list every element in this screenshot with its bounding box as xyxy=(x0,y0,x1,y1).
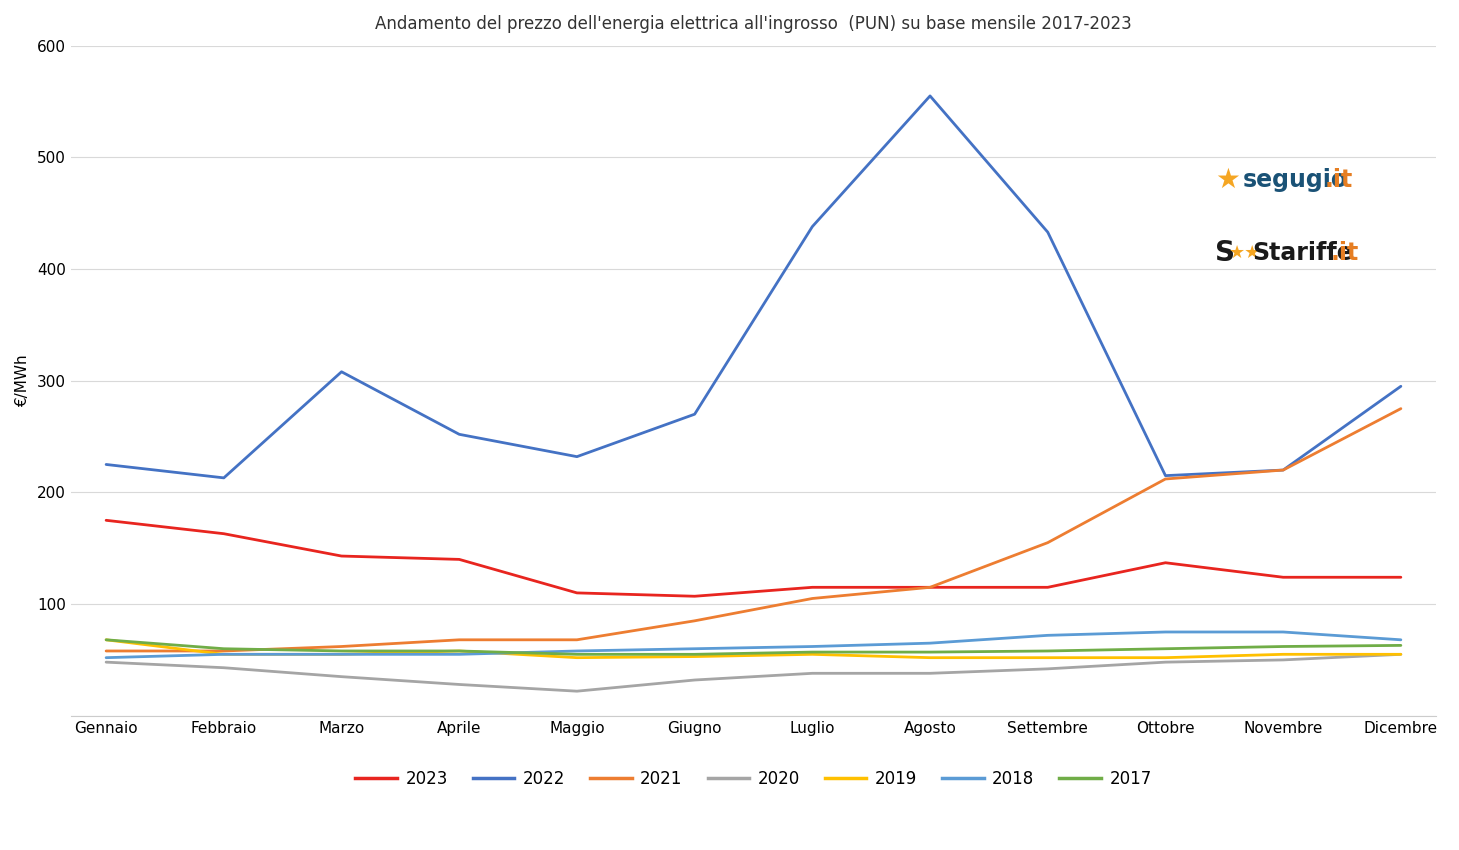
Text: Stariffe: Stariffe xyxy=(1252,241,1352,265)
Legend: 2023, 2022, 2021, 2020, 2019, 2018, 2017: 2023, 2022, 2021, 2020, 2019, 2018, 2017 xyxy=(349,763,1158,795)
Text: .it: .it xyxy=(1325,167,1352,192)
Title: Andamento del prezzo dell'energia elettrica all'ingrosso  (PUN) su base mensile : Andamento del prezzo dell'energia elettr… xyxy=(375,15,1132,33)
Text: ★: ★ xyxy=(1215,166,1240,194)
Text: S: S xyxy=(1215,240,1234,268)
Text: segugio: segugio xyxy=(1242,167,1348,192)
Text: ★★: ★★ xyxy=(1228,245,1261,263)
Text: .it: .it xyxy=(1331,241,1360,265)
Y-axis label: €/MWh: €/MWh xyxy=(15,354,31,407)
